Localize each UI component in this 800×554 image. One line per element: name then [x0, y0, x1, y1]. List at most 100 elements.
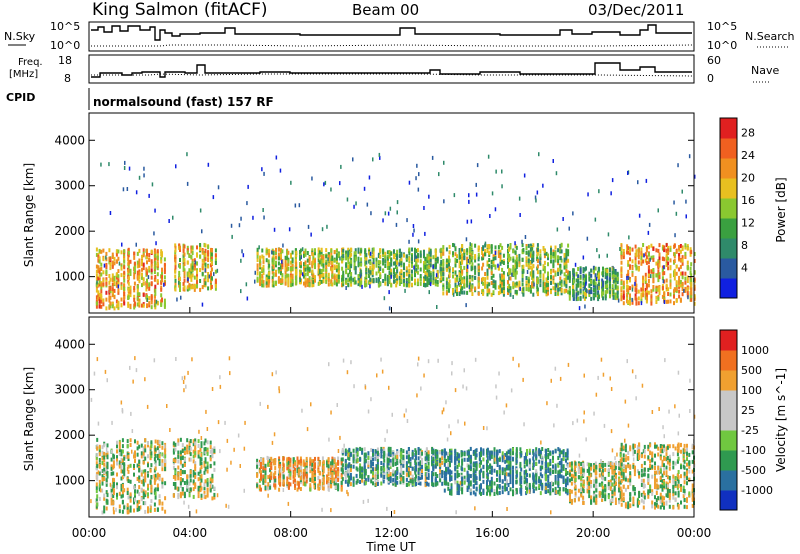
data-cell — [256, 464, 259, 469]
data-cell — [594, 289, 597, 294]
data-cell — [156, 266, 159, 271]
data-cell — [287, 473, 290, 478]
data-cell — [428, 281, 431, 285]
data-cell — [349, 270, 351, 275]
data-cell — [138, 269, 141, 274]
data-cell — [204, 449, 207, 454]
data-cell — [163, 257, 166, 262]
data-cell — [606, 279, 609, 284]
data-cell — [172, 448, 175, 453]
data-cell — [575, 287, 578, 292]
data-cell — [634, 244, 637, 249]
data-cell — [101, 477, 104, 482]
data-cell — [100, 295, 103, 300]
data-cell — [532, 273, 535, 278]
data-cell — [320, 254, 323, 259]
data-cell — [393, 279, 395, 284]
data-cell — [679, 264, 682, 269]
data-cell — [196, 280, 198, 285]
data-cell — [297, 485, 300, 490]
data-cell — [525, 287, 528, 292]
data-cell — [434, 265, 437, 270]
data-cell — [579, 267, 582, 272]
data-cell — [627, 276, 630, 280]
data-cell — [133, 463, 135, 468]
data-cell — [452, 268, 454, 272]
data-cell — [456, 292, 458, 296]
data-cell — [322, 279, 325, 284]
data-cell — [172, 215, 174, 220]
data-cell — [681, 189, 683, 194]
data-cell — [190, 255, 193, 260]
data-cell — [408, 239, 410, 244]
data-cell — [454, 252, 457, 257]
data-cell — [647, 260, 650, 265]
data-cell — [508, 283, 511, 288]
data-cell — [572, 294, 575, 299]
data-cell — [194, 467, 197, 472]
data-cell — [268, 248, 271, 253]
data-cell — [508, 286, 511, 291]
data-cell — [96, 280, 98, 285]
data-cell — [499, 254, 502, 259]
data-cell — [640, 295, 643, 300]
data-cell — [201, 229, 203, 234]
data-cell — [127, 479, 130, 483]
data-cell — [452, 292, 455, 297]
data-cell — [398, 262, 400, 267]
data-cell — [309, 477, 312, 482]
data-cell — [98, 487, 101, 492]
data-cell — [264, 463, 267, 468]
data-cell — [502, 286, 505, 291]
data-cell — [357, 279, 360, 284]
data-cell — [116, 485, 118, 490]
data-cell — [148, 303, 151, 308]
data-cell — [502, 274, 505, 279]
data-cell — [331, 263, 334, 268]
data-cell — [665, 263, 668, 267]
data-cell — [443, 160, 445, 165]
data-cell — [115, 249, 118, 254]
data-cell — [568, 278, 571, 283]
data-cell — [492, 260, 495, 264]
data-cell — [284, 259, 287, 263]
data-cell — [147, 454, 149, 459]
data-cell — [140, 454, 143, 459]
data-cell — [554, 258, 557, 263]
data-cell — [512, 258, 515, 263]
data-cell — [388, 276, 391, 280]
data-cell — [471, 277, 474, 282]
data-cell — [606, 253, 608, 258]
data-cell — [172, 441, 175, 446]
data-cell — [663, 245, 666, 250]
data-cell — [183, 463, 186, 467]
data-cell — [604, 272, 607, 277]
data-cell — [398, 259, 401, 264]
data-cell — [191, 273, 194, 278]
data-cell — [454, 257, 457, 262]
data-cell — [148, 296, 151, 301]
data-cell — [110, 471, 113, 476]
data-cell — [113, 256, 116, 261]
data-cell — [543, 249, 546, 254]
data-cell — [661, 268, 664, 272]
data-cell — [95, 504, 98, 509]
data-cell — [126, 439, 129, 444]
data-cell — [445, 281, 448, 286]
data-cell — [163, 262, 166, 267]
data-cell — [311, 176, 313, 181]
data-cell — [543, 282, 546, 287]
data-cell — [259, 259, 262, 264]
data-cell — [582, 290, 585, 295]
data-cell — [308, 279, 311, 284]
data-cell — [657, 274, 660, 279]
ytick-label: 3000 — [54, 179, 85, 193]
data-cell — [287, 277, 290, 282]
data-cell — [95, 489, 98, 494]
data-cell — [627, 171, 629, 175]
data-cell — [536, 243, 539, 248]
data-cell — [597, 271, 600, 276]
data-cell — [690, 273, 693, 278]
data-cell — [488, 263, 491, 268]
data-cell — [311, 475, 314, 480]
